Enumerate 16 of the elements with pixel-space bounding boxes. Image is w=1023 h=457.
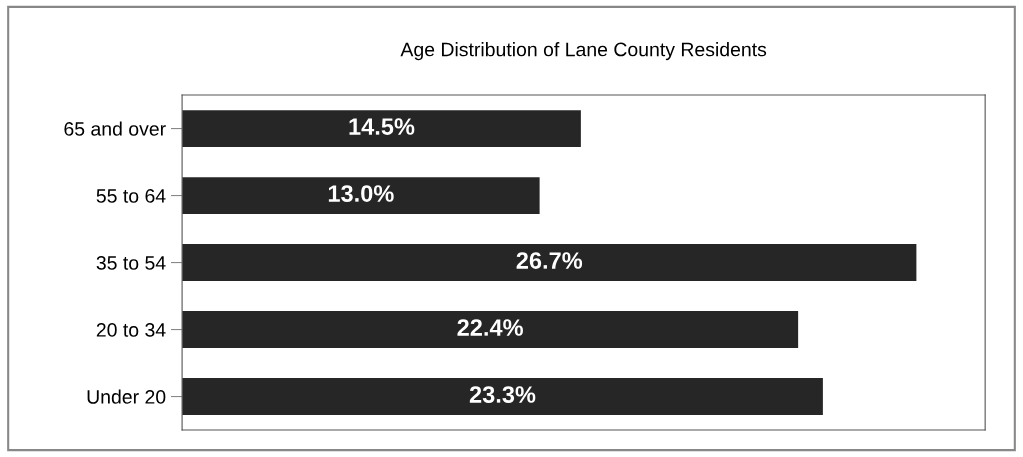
bar [182,311,799,348]
bar [182,244,917,281]
bar [182,177,540,214]
data-label: 14.5% [349,118,415,135]
y-tick-label: 55 to 64 [96,189,166,203]
chart-title: Age Distribution of Lane County Residents [400,42,767,61]
y-tick-label: 20 to 34 [96,323,166,337]
y-tick-label: Under 20 [87,389,166,404]
bar [182,378,823,415]
y-tick-label: 65 and over [64,121,166,136]
data-label: 22.4% [457,319,523,336]
data-label: 23.3% [469,386,536,403]
data-label: 13.0% [328,185,394,202]
data-label: 26.7% [516,252,583,269]
y-tick-label: 35 to 54 [96,256,166,270]
bar [182,110,581,147]
